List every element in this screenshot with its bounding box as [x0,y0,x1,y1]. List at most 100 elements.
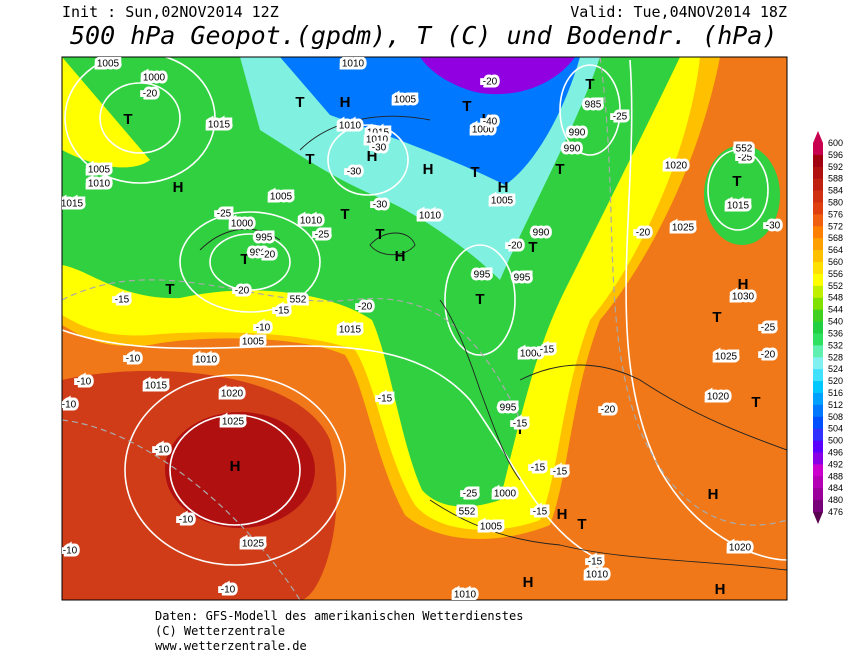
colorbar-swatch [813,309,823,323]
isobar-label: 1030 [732,292,755,303]
temperature-label: -15 [513,419,528,430]
colorbar-swatch [813,214,823,227]
pressure-center: H [715,581,726,598]
pressure-center: T [340,206,349,223]
map-labels: THT HHTTHTHTHTTTHTTTTHHTHHHTTHTT100510001… [62,57,784,601]
pressure-center: H [395,248,406,265]
temperature-label: -15 [531,463,546,474]
footer-copyright: (C) Wetterzentrale [155,624,285,638]
colorbar-label: 504 [828,424,843,434]
temperature-label: -20 [483,77,498,88]
pressure-center: H [708,486,719,503]
isobar-label: 990 [564,144,581,155]
colorbar-label: 520 [828,376,843,386]
colorbar-swatch [813,500,823,513]
colorbar-swatch [813,392,823,406]
temperature-label: -10 [221,585,236,596]
pressure-center: T [462,98,471,115]
colorbar-label: 556 [828,269,843,279]
isobar-label: 1000 [472,125,495,136]
colorbar-arrow [813,131,823,143]
pressure-center: T [528,239,537,256]
colorbar-label: 492 [828,459,843,469]
isobar-label: 1025 [242,539,265,550]
colorbar-label: 548 [828,293,843,303]
colorbar-label: 476 [828,507,843,517]
pressure-center: T [515,421,524,438]
colorbar-label: 480 [828,495,843,505]
colorbar-label: 588 [828,174,843,184]
colorbar-swatch [813,333,823,346]
coastlines [199,115,787,571]
temperature-label: -10 [155,445,170,456]
colorbar-label: 584 [828,186,843,196]
colorbar-label: 488 [828,471,843,481]
isobar-label: 1025 [672,223,695,234]
colorbar-swatch [813,476,823,489]
temperature-label: -10 [179,515,194,526]
isobar-label: 985 [585,100,602,111]
temperature-label: -25 [738,153,753,164]
isobar-label: 995 [474,270,491,281]
colorbar-label: 564 [828,245,843,255]
colorbar-label: 512 [828,400,843,410]
colorbar-swatch [813,440,823,453]
colorbar-label: 600 [828,138,843,148]
colorbar-label: 592 [828,162,843,172]
isobar-label: 1010 [454,590,477,601]
isobar-label: 990 [569,128,586,139]
temperature-label: -30 [766,221,781,232]
colorbar-label: 532 [828,340,843,350]
isobar-label: 1010 [419,211,442,222]
isotherms [62,57,787,600]
isobar-label: 1005 [97,59,120,70]
colorbar-label: 568 [828,233,843,243]
colorbar-swatch [813,428,823,442]
colorbar-label: 572 [828,221,843,231]
temperature-label: -30 [372,143,387,154]
colorbar-swatch [813,238,823,251]
isobar-label: 1025 [715,352,738,363]
colorbar-label: 508 [828,412,843,422]
purple-region [420,57,575,95]
isobar-label: 1020 [665,161,688,172]
pressure-center: T [305,151,314,168]
isobar-label: 1015 [208,120,231,131]
pressure-center: T [123,111,132,128]
pressure-center: T [375,226,384,243]
pressure-center: H [482,111,493,128]
isobar-label: 1015 [145,381,168,392]
isobars [62,57,787,566]
init-time: Init : Sun,02NOV2014 12Z [62,3,279,21]
pressure-center: T [165,281,174,298]
temperature-label: -30 [373,200,388,211]
colorbar-swatch [813,297,823,311]
isobar-label: 995 [256,233,273,244]
footer-source: Daten: GFS-Modell des amerikanischen Wet… [155,609,523,623]
colorbar-swatch [813,273,823,287]
colorbar-label: 500 [828,436,843,446]
temperature-label: -10 [256,323,271,334]
temperature-label: -25 [613,112,628,123]
warm-core [165,412,315,528]
colorbar-swatch [813,154,823,168]
colorbar-swatch [813,345,823,358]
colorbar-label: 580 [828,198,843,208]
isobar-label: 1000 [520,349,543,360]
isobar-label: 1000 [143,73,166,84]
temperature-label: -25 [217,209,232,220]
colorbar-swatch [813,357,823,370]
isobar-label: 1005 [88,165,111,176]
isobar-label: 1005 [394,95,417,106]
colorbar-label: 596 [828,150,843,160]
colorbar-swatch [813,178,823,192]
pressure-center: T [240,251,249,268]
temperature-label: -20 [601,405,616,416]
isobar-label: 990 [250,248,267,259]
temperature-label: -30 [347,167,362,178]
colorbar-label: 536 [828,328,843,338]
map-title: 500 hPa Geopot.(gpdm), T (C) und Bodendr… [70,21,777,50]
temperature-label: -20 [143,89,158,100]
